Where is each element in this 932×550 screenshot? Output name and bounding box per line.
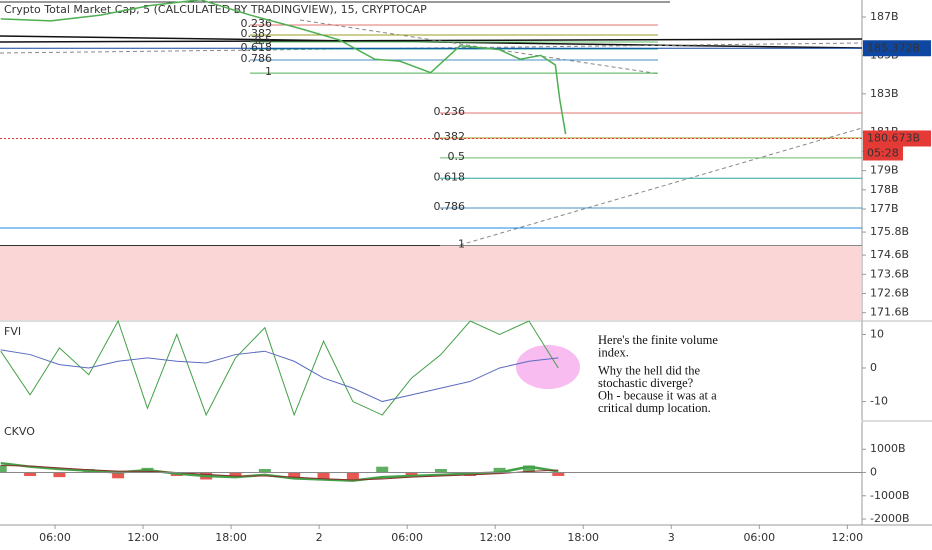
price-line-series	[0, 0, 567, 135]
histogram-bar	[53, 472, 66, 478]
histogram-bar	[317, 472, 330, 480]
histogram-bar	[258, 469, 271, 473]
y-tick-label: 0	[870, 361, 877, 374]
x-tick-label: 12:00	[127, 531, 159, 544]
histogram-bar	[24, 472, 37, 476]
x-tick-label: 18:00	[567, 531, 599, 544]
price-label: 180.673B	[867, 131, 920, 144]
annotation-line: Oh - because it was at a	[598, 388, 717, 402]
annotation-line: index.	[598, 345, 629, 359]
y-tick-label: 174.6B	[870, 248, 909, 261]
y-tick-label: 178B	[870, 183, 899, 196]
histogram-bar	[376, 466, 389, 473]
y-tick-label: 1000B	[870, 442, 906, 455]
fib-label: 0.382	[434, 130, 466, 143]
zone	[0, 245, 862, 320]
series-line	[0, 465, 559, 481]
fib-label: 0.236	[241, 17, 273, 30]
x-tick-label: 06:00	[743, 531, 775, 544]
y-tick-label: 0	[870, 465, 877, 478]
annotation-line: stochastic diverge?	[598, 376, 694, 390]
fib-label: 1	[458, 237, 465, 250]
histogram-bar	[493, 467, 506, 473]
y-tick-label: -1000B	[870, 489, 910, 502]
fib-label: 0.618	[434, 170, 466, 183]
x-tick-label: 12:00	[831, 531, 863, 544]
x-tick-label: 12:00	[479, 531, 511, 544]
annotation-line: critical dump location.	[598, 401, 711, 415]
fib-label: 0.5	[255, 34, 273, 47]
price-label: 185.372B	[867, 41, 920, 54]
y-tick-label: 183B	[870, 87, 899, 100]
y-tick-label: 171.6B	[870, 306, 909, 319]
countdown: 05:28	[867, 146, 899, 159]
histogram-bar	[552, 472, 565, 476]
x-tick-label: 3	[668, 531, 675, 544]
x-tick-label: 18:00	[215, 531, 247, 544]
y-tick-label: 179B	[870, 164, 899, 177]
x-tick-label: 2	[316, 531, 323, 544]
fib-label: 1	[265, 65, 272, 78]
y-tick-label: 172.6B	[870, 287, 909, 300]
y-tick-label: 173.6B	[870, 267, 909, 280]
countdown-box	[863, 146, 903, 161]
histogram-bar	[288, 472, 301, 479]
y-tick-label: -2000B	[870, 512, 910, 525]
highlight-ellipse	[516, 345, 580, 389]
y-tick-label: 10	[870, 327, 884, 340]
fib-label: 0.236	[434, 105, 466, 118]
histogram-bar	[0, 465, 7, 473]
fib-label: 0.786	[241, 52, 273, 65]
x-tick-label: 06:00	[39, 531, 71, 544]
y-tick-label: 177B	[870, 202, 899, 215]
histogram-bar	[112, 472, 125, 479]
fib-label: 0.382	[241, 27, 273, 40]
y-tick-label: 187B	[870, 10, 899, 23]
histogram-bar	[346, 472, 359, 481]
series-line	[0, 319, 559, 417]
price-label-box	[863, 130, 931, 147]
fib-label: 0.5	[448, 150, 466, 163]
price-label-box	[863, 40, 931, 57]
trend-line	[0, 38, 863, 43]
fib-label: 0.786	[434, 200, 466, 213]
pane-title: CKVO	[4, 425, 35, 438]
trend-line	[0, 42, 863, 54]
histogram-bar	[434, 469, 447, 473]
annotation-line: Why the hell did the	[598, 363, 701, 377]
histogram-bar	[522, 465, 535, 473]
histogram-bar	[229, 472, 242, 478]
x-tick-label: 06:00	[391, 531, 423, 544]
fib-label: 0.618	[241, 41, 273, 54]
series-line	[0, 349, 559, 403]
y-tick-label: -10	[870, 395, 888, 408]
y-tick-label: 175.8B	[870, 225, 909, 238]
pane-title: FVI	[4, 325, 21, 338]
pane-mask	[0, 420, 862, 422]
annotation-line: Here's the finite volume	[598, 333, 718, 347]
